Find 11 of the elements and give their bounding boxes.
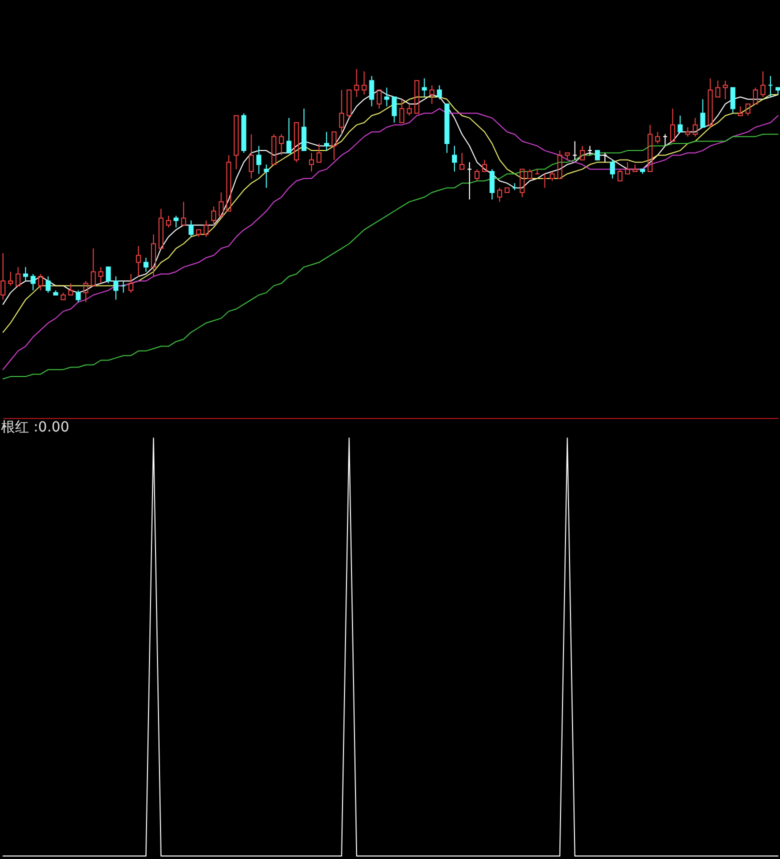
candlestick (248, 134, 254, 180)
candlestick (308, 152, 314, 172)
chart-title: 根红 :0.00 (1, 420, 70, 436)
candlestick (136, 246, 141, 277)
candlestick (150, 234, 156, 277)
candlestick (452, 145, 457, 172)
candlestick (422, 78, 427, 98)
candlestick (722, 80, 728, 100)
candlestick (384, 87, 390, 107)
candlestick (256, 145, 262, 174)
candlestick (354, 68, 360, 98)
